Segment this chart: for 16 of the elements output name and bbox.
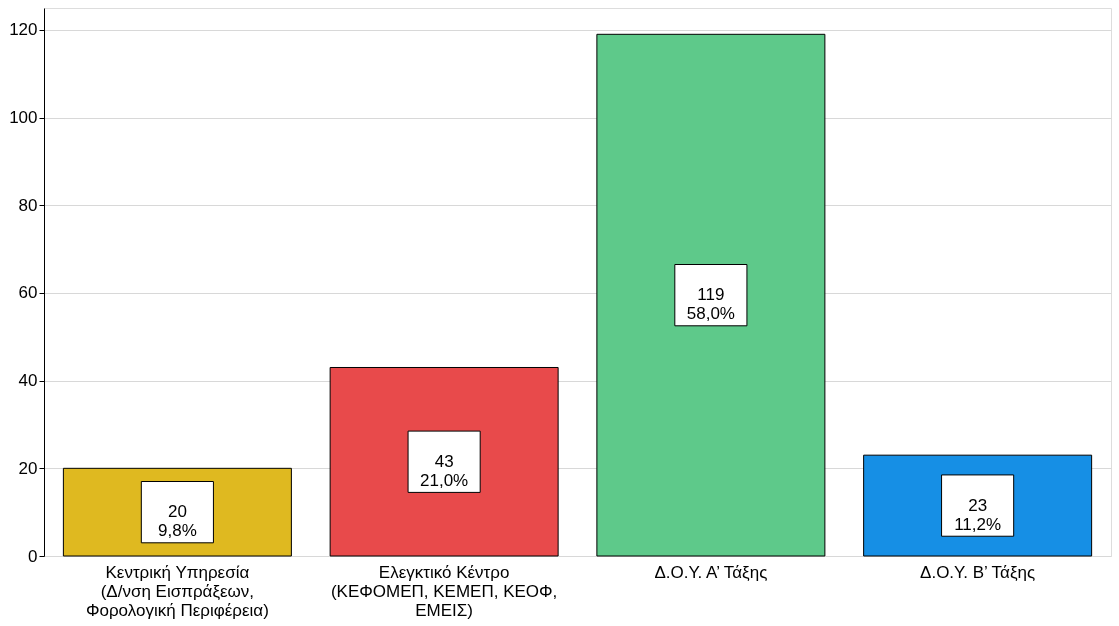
- y-tick-label: 0: [28, 546, 38, 566]
- data-label: 20 9,8%: [158, 502, 197, 541]
- x-tick-label: Ελεγκτικό Κέντρο (ΚΕΦΟΜΕΠ, ΚΕΜΕΠ, ΚΕΟΦ, ΕΜΕΙΣ): [330, 562, 558, 620]
- y-tick-label: 80: [18, 195, 38, 215]
- data-label: 119 58,0%: [686, 285, 735, 324]
- x-tick-label: Δ.Ο.Υ. Α’ Τάξης: [654, 562, 768, 582]
- x-tick-label: Κεντρική Υπηρεσία (Δ/νση Εισπράξεων, Φορολογική Περιφέρεια): [85, 562, 269, 620]
- bar: [596, 33, 826, 557]
- data-label: 43 21,0%: [420, 451, 469, 490]
- y-tick-label: 100: [9, 108, 38, 128]
- data-label: 23 11,2%: [954, 495, 1002, 534]
- y-tick-label: 60: [18, 283, 38, 303]
- y-tick-label: 20: [18, 458, 38, 478]
- y-tick-label: 120: [9, 20, 38, 40]
- y-tick-label: 40: [18, 371, 38, 391]
- x-tick-label: Δ.Ο.Υ. Β’ Τάξης: [920, 562, 1036, 582]
